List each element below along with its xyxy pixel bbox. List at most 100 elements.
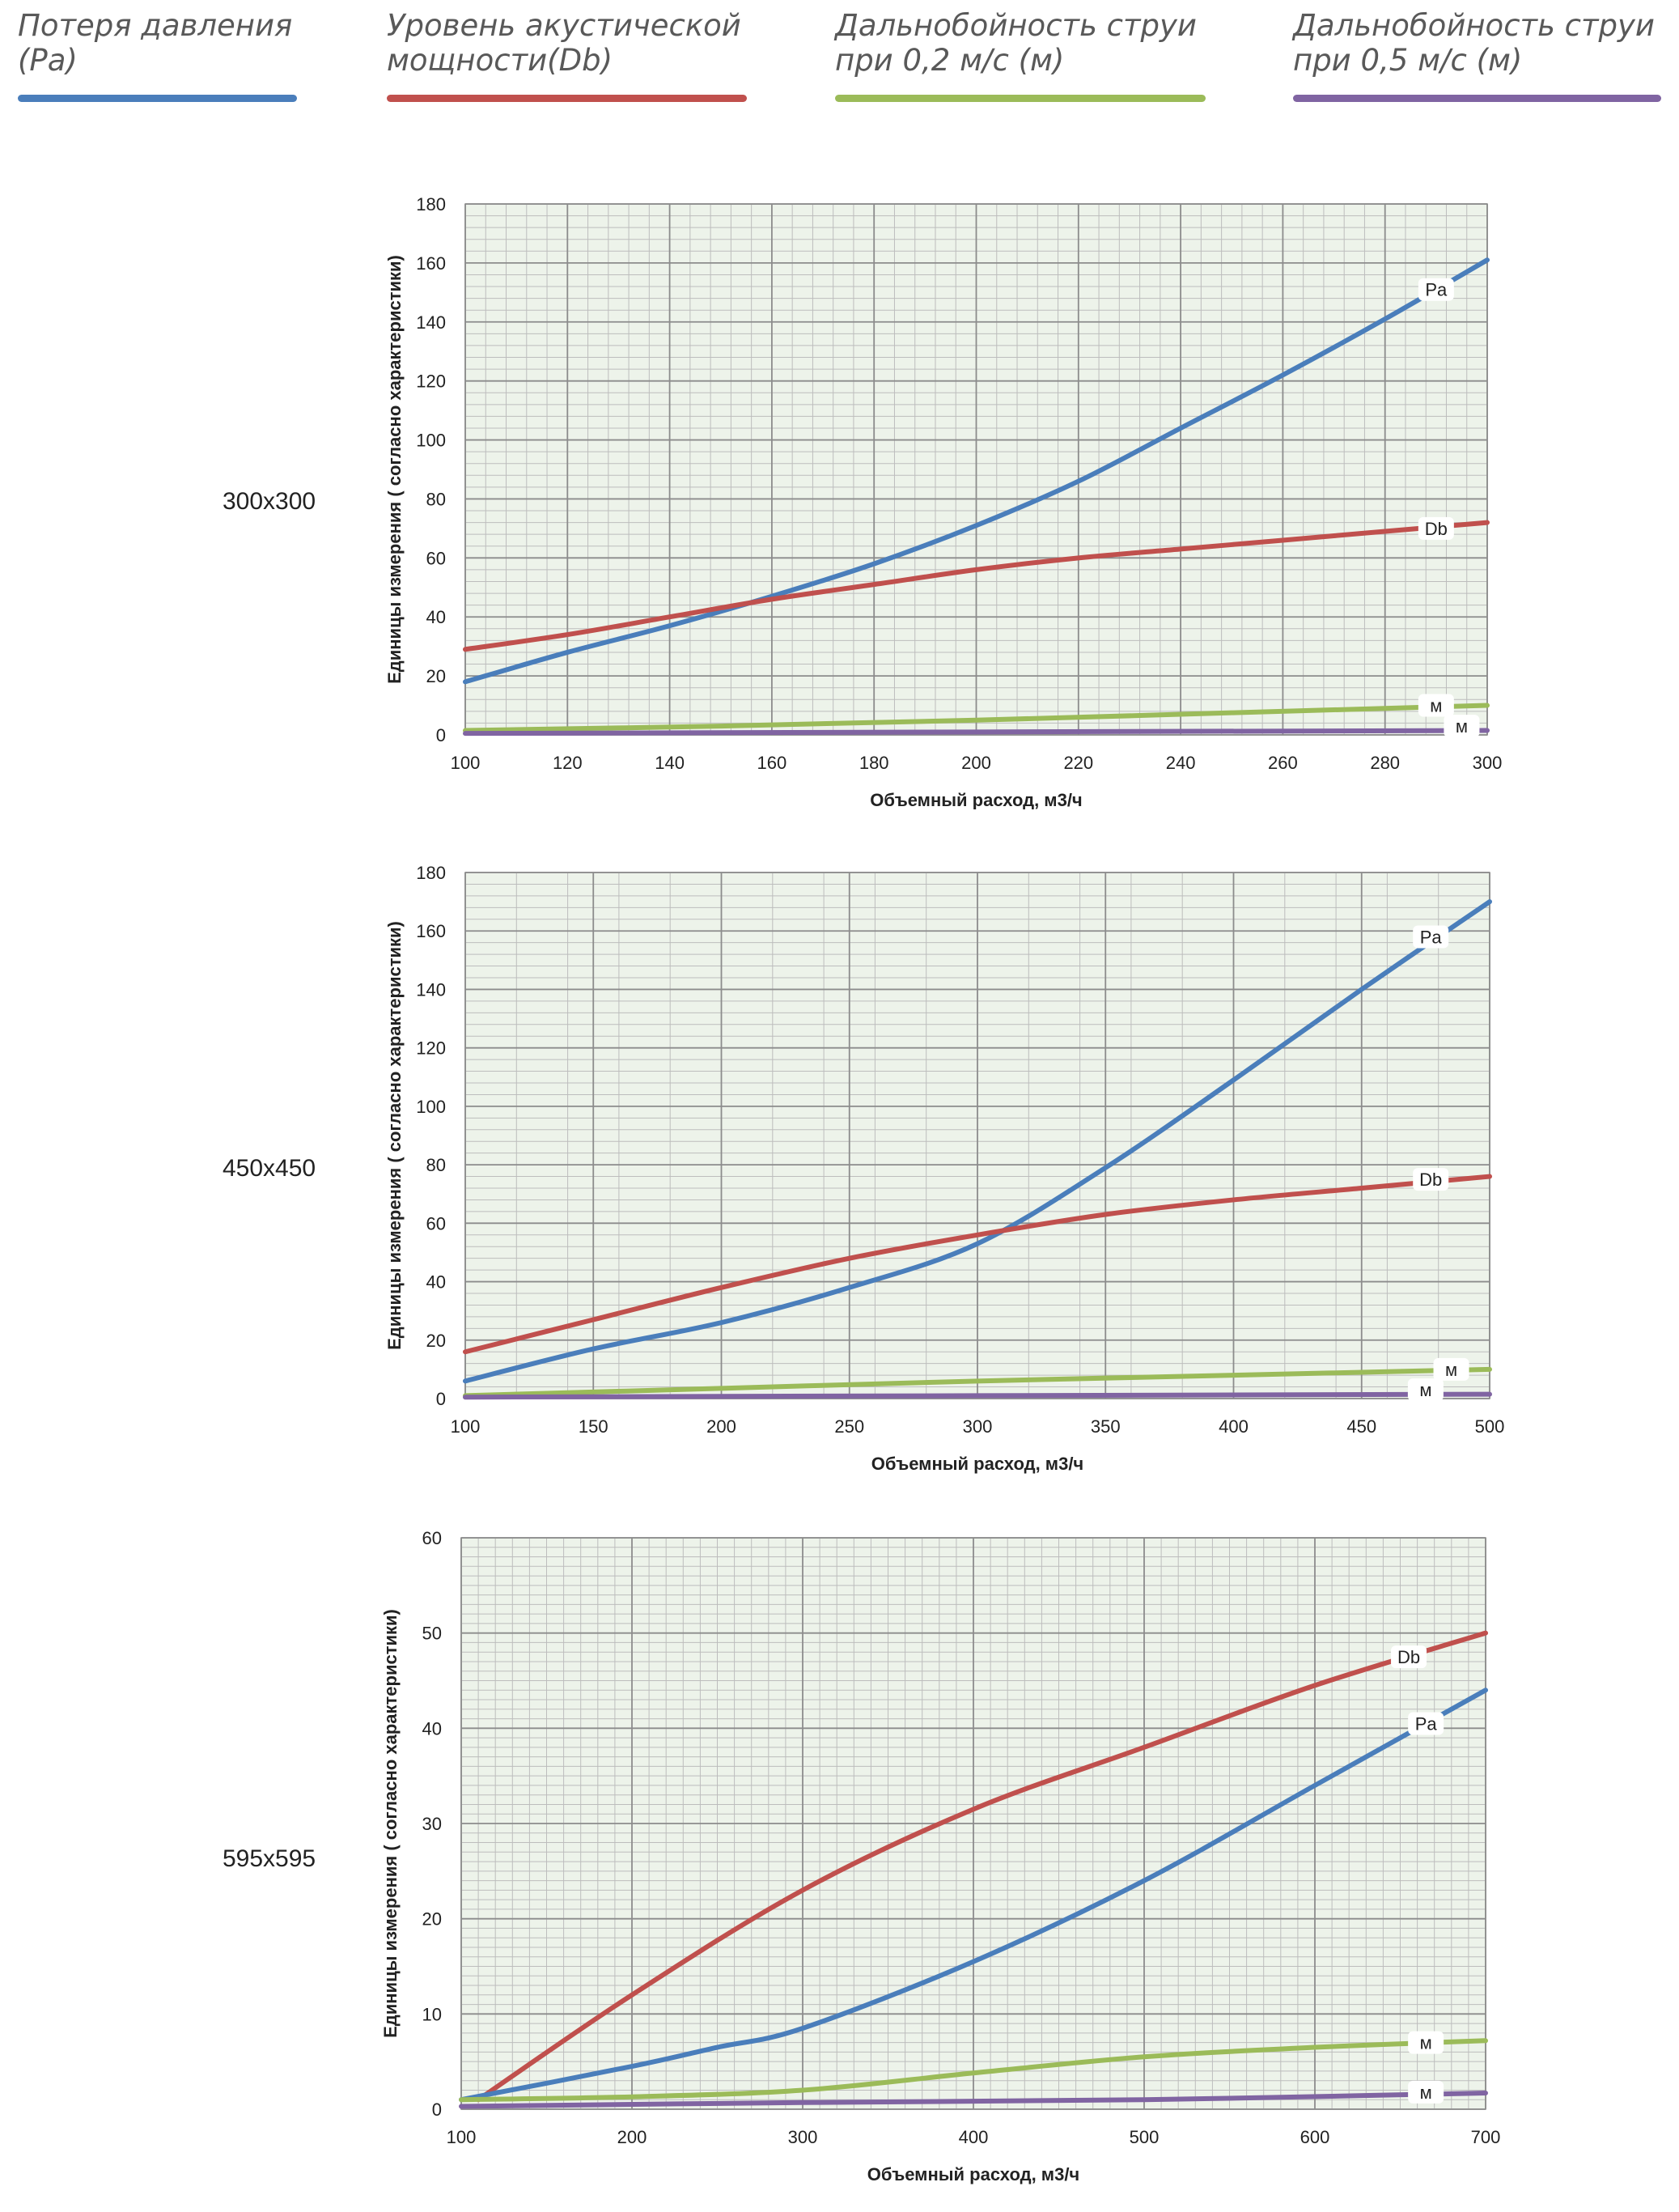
x-tick-label: 300: [788, 2127, 818, 2147]
series-label: Db: [1397, 1647, 1420, 1667]
series-line-м-2: [459, 2038, 1488, 2103]
x-tick-label: 220: [1063, 753, 1093, 773]
x-tick-label: 260: [1268, 753, 1298, 773]
x-tick-label: 100: [451, 753, 481, 773]
series-line-Db-1: [463, 1174, 1492, 1355]
y-tick-label: 80: [426, 489, 446, 509]
legend-line: [18, 95, 297, 102]
series-label-bg: [1407, 1378, 1444, 1402]
chart-450x450: 100 150 200 250 300 350 400 450 500 0 20 40 60 80 100 1…: [384, 863, 1505, 1474]
x-tick-label: 450: [1346, 1416, 1376, 1437]
series-line-м-2: [463, 1366, 1492, 1399]
y-tick-label: 20: [426, 666, 446, 686]
series-label: м: [1445, 1360, 1457, 1380]
y-tick-label: 30: [422, 1814, 442, 1834]
x-tick-label: 600: [1300, 2127, 1330, 2147]
legend-text: Дальнобойность струи при 0,2 м/с (м): [835, 8, 1197, 78]
y-tick-label: 180: [416, 863, 446, 883]
legend-text: Уровень акустической мощности(Db): [387, 8, 741, 78]
series-label: м: [1456, 716, 1468, 737]
x-tick-label: 400: [1219, 1416, 1249, 1437]
y-tick-label: 80: [426, 1155, 446, 1175]
series-label-bg: [1413, 1168, 1449, 1191]
series-label: м: [1420, 2033, 1432, 2053]
series-label-bg: [1408, 2080, 1444, 2104]
series-label-bg: [1418, 278, 1454, 301]
y-tick-label: 140: [416, 979, 446, 1000]
y-axis-title: Единицы измерения ( согласно характерист…: [380, 1609, 401, 2038]
series-label: Pa: [1415, 1713, 1438, 1734]
x-tick-label: 240: [1166, 753, 1196, 773]
legend-line: [1293, 95, 1661, 102]
series-label-bg: [1444, 715, 1480, 738]
series-label: Pa: [1425, 280, 1448, 300]
y-tick-label: 180: [416, 194, 446, 214]
series-line-м-3: [459, 2090, 1488, 2109]
x-tick-label: 100: [451, 1416, 481, 1437]
y-tick-label: 40: [426, 1272, 446, 1293]
x-tick-label: 400: [959, 2127, 989, 2147]
y-tick-label: 120: [416, 371, 446, 392]
y-tick-label: 160: [416, 921, 446, 941]
y-tick-label: 60: [426, 1213, 446, 1233]
size-label-300: 300x300: [223, 488, 316, 515]
series-line-Pa-0: [463, 899, 1492, 1384]
x-tick-label: 200: [706, 1416, 736, 1437]
series-label-bg: [1391, 1645, 1427, 1669]
legend-item-pressure-loss: Потеря давления (Pa): [18, 8, 297, 105]
x-tick-label: 100: [447, 2127, 477, 2147]
series-line-Pa-1: [459, 1688, 1488, 2103]
series-label: м: [1430, 696, 1442, 716]
series-label: Db: [1419, 1170, 1442, 1190]
x-tick-label: 700: [1471, 2127, 1501, 2147]
legend-line: [387, 95, 747, 102]
grid: [464, 872, 1490, 1399]
series-label-bg: [1433, 1357, 1469, 1381]
x-axis-title: Объемный расход, м3/ч: [867, 2164, 1079, 2184]
x-tick-label: 300: [963, 1416, 993, 1437]
size-label-450: 450x450: [223, 1155, 316, 1182]
grid: [464, 203, 1488, 736]
x-axis-title: Объемный расход, м3/ч: [871, 1454, 1083, 1474]
series-line-Db-1: [463, 520, 1490, 652]
series-line-м-2: [463, 703, 1490, 733]
x-tick-label: 250: [834, 1416, 864, 1437]
legend-line: [835, 95, 1206, 102]
legend-item-throw-0-2: Дальнобойность струи при 0,2 м/с (м): [835, 8, 1206, 105]
y-tick-label: 40: [426, 607, 446, 627]
y-tick-label: 0: [436, 1389, 446, 1409]
legend-item-acoustic-power: Уровень акустической мощности(Db): [387, 8, 747, 105]
series-label: Db: [1425, 519, 1448, 539]
series-label: Pa: [1420, 927, 1443, 947]
y-tick-label: 60: [426, 548, 446, 568]
grid: [460, 1537, 1486, 2110]
series-label-bg: [1418, 516, 1454, 540]
legend-text: Дальнобойность струи при 0,5 м/с (м): [1293, 8, 1655, 78]
chart-300x300: 100 120 140 160 180 200 220 240 260 280 300 0 20 40 60…: [384, 194, 1503, 809]
y-tick-label: 50: [422, 1624, 442, 1644]
x-tick-label: 500: [1130, 2127, 1160, 2147]
y-tick-label: 0: [432, 2099, 442, 2120]
series-line-м-3: [463, 1391, 1492, 1400]
series-line-м-3: [463, 728, 1490, 737]
x-tick-label: 140: [655, 753, 685, 773]
y-tick-label: 160: [416, 253, 446, 274]
x-tick-label: 200: [961, 753, 991, 773]
y-tick-label: 20: [422, 1909, 442, 1930]
y-tick-label: 140: [416, 312, 446, 333]
y-tick-label: 0: [436, 725, 446, 745]
series-label: м: [1420, 2083, 1432, 2103]
y-tick-label: 10: [422, 2004, 442, 2024]
series-label-bg: [1408, 1712, 1444, 1735]
y-tick-label: 20: [426, 1331, 446, 1351]
series-label-bg: [1408, 2031, 1444, 2054]
x-axis-title: Объемный расход, м3/ч: [870, 790, 1082, 809]
x-tick-label: 160: [757, 753, 787, 773]
x-tick-label: 500: [1475, 1416, 1505, 1437]
x-tick-label: 300: [1473, 753, 1503, 773]
series-label: м: [1419, 1380, 1431, 1400]
y-tick-label: 100: [416, 431, 446, 451]
series-label-bg: [1418, 694, 1454, 717]
x-tick-label: 350: [1091, 1416, 1121, 1437]
chart-595x595: 100 200 300 400 500 600 700 0 10 20 30 40 50 60 Объемн…: [380, 1528, 1501, 2184]
